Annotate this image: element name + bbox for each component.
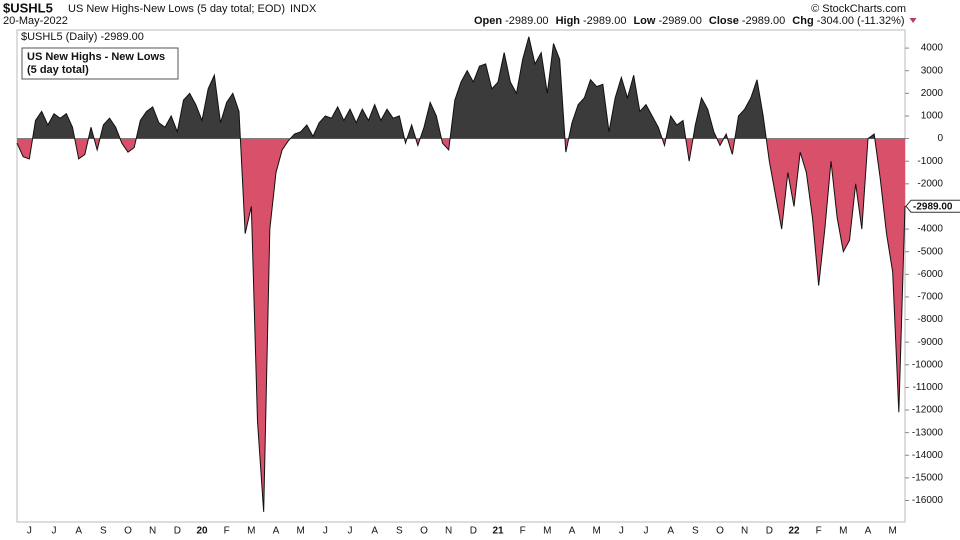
quote-label: Low (633, 15, 655, 27)
y-tick-label: -1000 (917, 156, 943, 167)
copyright: © StockCharts.com (811, 3, 906, 15)
y-tick-label: -13000 (912, 427, 944, 438)
plot-frame (16, 29, 906, 523)
y-tick-label: 2000 (921, 88, 944, 99)
x-tick-label: N (445, 526, 452, 537)
x-tick-label: F (224, 526, 230, 537)
x-tick-label: J (619, 526, 624, 537)
x-tick-label: D (174, 526, 181, 537)
last-value-tag (905, 199, 960, 213)
y-tick-label: -11000 (913, 382, 944, 393)
y-tick-label: -5000 (917, 246, 943, 257)
area-fill (17, 36, 905, 512)
x-tick-label: M (296, 526, 304, 537)
y-tick-label: -16000 (912, 495, 944, 506)
x-tick-label: A (273, 526, 280, 537)
x-tick-label: A (75, 526, 82, 537)
y-tick-label: -12000 (912, 405, 944, 416)
x-tick-label: J (323, 526, 328, 537)
y-tick-label: -6000 (917, 269, 943, 280)
x-tick-label: O (124, 526, 132, 537)
annotation: US New Highs - New Lows (27, 51, 165, 63)
x-tick-label: N (149, 526, 156, 537)
y-tick-label: 0 (937, 133, 943, 144)
x-tick-label: J (27, 526, 32, 537)
quote-value: -2989.00 (742, 15, 785, 27)
x-tick-label: M (839, 526, 847, 537)
x-tick-label: J (644, 526, 649, 537)
date: 20-May-2022 (3, 15, 68, 27)
description: US New Highs-New Lows (5 day total; EOD) (68, 3, 285, 15)
exchange: INDX (290, 3, 317, 15)
x-tick-label: 21 (492, 526, 504, 537)
x-tick-label: D (470, 526, 477, 537)
x-tick-label: J (52, 526, 57, 537)
quote-label: Open (474, 15, 502, 27)
y-tick-label: -14000 (912, 450, 944, 461)
quote-value: -2989.00 (583, 15, 626, 27)
annotation: (5 day total) (27, 64, 89, 76)
x-tick-label: O (420, 526, 428, 537)
x-tick-label: S (396, 526, 403, 537)
x-tick-label: A (667, 526, 674, 537)
x-tick-label: F (520, 526, 526, 537)
x-tick-label: O (716, 526, 724, 537)
quote-value: -2989.00 (505, 15, 548, 27)
y-tick-label: -8000 (917, 314, 943, 325)
quote-value: -2989.00 (658, 15, 701, 27)
line (16, 36, 906, 512)
x-tick-label: S (100, 526, 107, 537)
legend-entry: $USHL5 (Daily) -2989.00 (21, 31, 144, 43)
annotation-box (21, 47, 179, 80)
x-tick-label: S (692, 526, 699, 537)
y-tick-label: -4000 (917, 224, 943, 235)
quote-label: High (556, 15, 581, 27)
x-tick-label: J (348, 526, 353, 537)
last-value-label: -2989.00 (913, 201, 953, 212)
quote-label: Close (709, 15, 739, 27)
x-tick-label: 20 (196, 526, 208, 537)
symbol: $USHL5 (3, 0, 53, 15)
x-tick-label: M (543, 526, 551, 537)
x-tick-label: M (247, 526, 255, 537)
x-tick-label: M (592, 526, 600, 537)
x-tick-label: M (888, 526, 896, 537)
quote-label: Chg (792, 15, 813, 27)
x-tick-label: N (741, 526, 748, 537)
x-tick-label: 22 (788, 526, 800, 537)
quote-value: -304.00 (-11.32%) (817, 15, 905, 27)
y-tick-label: -10000 (912, 359, 944, 370)
x-tick-label: A (371, 526, 378, 537)
y-tick-label: -7000 (917, 292, 943, 303)
y-tick-label: 3000 (921, 65, 944, 76)
x-tick-label: D (766, 526, 773, 537)
x-tick-label: A (865, 526, 872, 537)
y-tick-label: -9000 (917, 337, 943, 348)
quote-bar: Open -2989.00 High -2989.00 Low -2989.00 Close… (474, 15, 917, 27)
x-tick-label: A (569, 526, 576, 537)
y-tick-label: 1000 (921, 111, 944, 122)
y-tick-label: -2000 (917, 178, 943, 189)
y-tick-label: 4000 (921, 43, 944, 54)
y-tick-label: -15000 (912, 473, 944, 484)
change-arrow (909, 18, 917, 23)
x-tick-label: F (816, 526, 822, 537)
